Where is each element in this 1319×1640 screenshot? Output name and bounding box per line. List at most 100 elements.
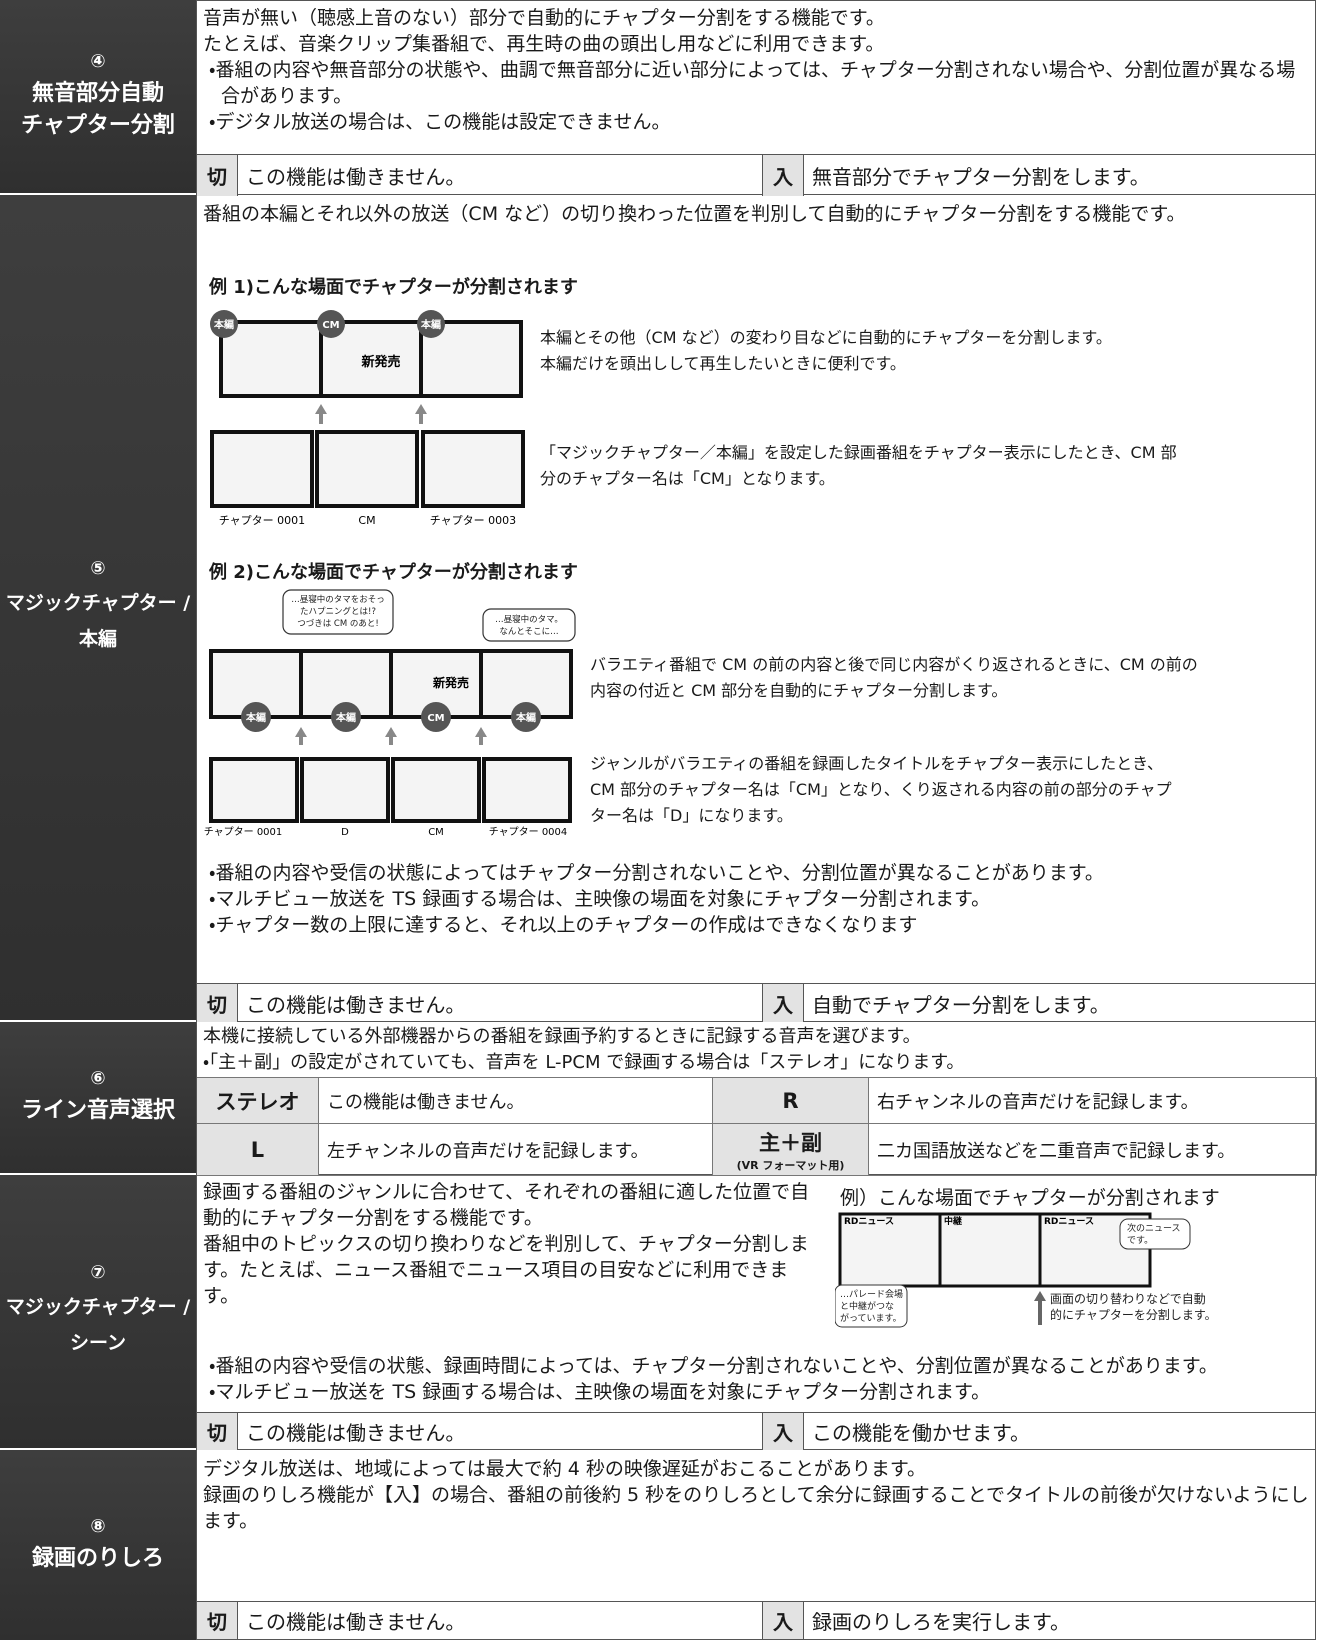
option-text: 左チャンネルの音声だけを記録します。 [319, 1124, 713, 1176]
chapter-caption: CM [358, 514, 375, 527]
option-key: 切 [197, 984, 238, 1022]
speech-bubble: …パレード会場 [840, 1288, 903, 1300]
row-body: 本機に接続している外部機器からの番組を録画予約するときに記録する音声を選びます。… [196, 1022, 1317, 1176]
row-title: マジックチャプター / [5, 1296, 191, 1318]
option-key: L [197, 1124, 319, 1176]
bullet: ・番組の内容や受信の状態、録画時間によっては、チャプター分割されないことや、分割… [209, 1355, 1218, 1377]
row-number: ④ [90, 51, 106, 72]
text-line: 音声が無い（聴感上音のない）部分で自動的にチャプター分割をする機能です。 [203, 7, 885, 29]
speech-bubble: です。 [1127, 1235, 1153, 1246]
text-line: デジタル放送は、地域によっては最大で約 4 秒の映像遅延がおこることがあります。 [203, 1458, 926, 1480]
row-number: ⑦ [90, 1262, 106, 1283]
bullets: ・番組の内容や受信の状態によってはチャプター分割されないことや、分割位置が異なる… [197, 860, 1312, 938]
row-body: 録画する番組のジャンルに合わせて、それぞれの番組に適した位置で自動的にチャプター… [196, 1175, 1316, 1450]
example-text: 「マジックチャプター／本編」を設定した録画番組をチャプター表示にしたとき、CM … [540, 443, 1177, 488]
chapter-caption: CM [428, 827, 444, 838]
bullet: ・デジタル放送の場合は、この機能は設定できません。 [209, 111, 671, 133]
option-row: 切 この機能は働きません。 入 自動でチャプター分割をします。 [197, 983, 1315, 1022]
row-header: ⑥ ライン音声選択 [0, 1022, 196, 1175]
speech-bubble: 次のニュース [1127, 1222, 1181, 1234]
text-line: 番組中のトピックスの切り換わりなどを判別して、チャプター分割します。たとえば、ニ… [203, 1233, 809, 1307]
option-key: 入 [763, 984, 804, 1022]
option-text: この機能は働きません。 [238, 984, 763, 1022]
option-key: 入 [763, 1413, 804, 1450]
speech-bubble: …昼寝中のタマ。 [495, 614, 563, 625]
text-line: 本機に接続している外部機器からの番組を録画予約するときに記録する音声を選びます。 [203, 1026, 921, 1047]
option-text: この機能は働きません。 [238, 1602, 763, 1639]
row-title: 無音部分自動 [31, 81, 164, 106]
option-text: この機能を働かせます。 [812, 1421, 1030, 1445]
row-header: ⑧ 録画のりしろ [0, 1450, 196, 1640]
chapter-caption: チャプター 0001 [204, 826, 283, 838]
row-header: ⑤ マジックチャプター / 本編 [0, 195, 196, 1022]
speech-bubble: …昼寝中のタマをおそっ [291, 594, 385, 605]
option-key: 入 [763, 1602, 804, 1639]
row-body: 音声が無い（聴感上音のない）部分で自動的にチャプター分割をする機能です。 たとえ… [196, 0, 1316, 196]
chapter-caption: チャプター 0003 [430, 514, 516, 527]
row-header: ⑦ マジックチャプター / シーン [0, 1175, 196, 1450]
option-text: 録画のりしろを実行します。 [812, 1610, 1070, 1634]
arrow-note: 画面の切り替わりなどで自動 [1050, 1292, 1206, 1306]
bullets: ・番組の内容や受信の状態、録画時間によっては、チャプター分割されないことや、分割… [197, 1353, 1315, 1405]
option-grid: ステレオ この機能は働きません。 R 右チャンネルの音声だけを記録します。 L … [197, 1077, 1317, 1176]
description: 本機に接続している外部機器からの番組を録画予約するときに記録する音声を選びます。… [197, 1024, 1307, 1076]
badge: CM [427, 713, 444, 724]
speech-bubble: がっています。 [840, 1312, 902, 1324]
bullet: ・「主＋副」の設定がされていても、音声を L-PCM で録画する場合は「ステレオ… [203, 1052, 965, 1073]
example-heading: 例 2)こんな場面でチャプターが分割されます [209, 562, 578, 583]
badge: CM [322, 320, 339, 331]
description: デジタル放送は、地域によっては最大で約 4 秒の映像遅延がおこることがあります。… [197, 1456, 1309, 1534]
option-key: 切 [197, 1602, 238, 1639]
arrow-note: 的にチャプターを分割します。 [1050, 1307, 1217, 1322]
text-line: 録画する番組のジャンルに合わせて、それぞれの番組に適した位置で自動的にチャプター… [203, 1181, 810, 1229]
option-key: 切 [197, 155, 238, 196]
example-illustration: 本編 CM 本編 新発売 チャプター 0001 CM チャプター 0003 [210, 310, 525, 527]
option-text: この機能は働きません。 [238, 1413, 763, 1450]
example-illustration: RDニュース 中継 RDニュース 次のニュース です。 …パレード会場 と中継が… [835, 1212, 1217, 1328]
row-header: ④ 無音部分自動 チャプター分割 [0, 0, 196, 195]
chapter-caption: チャプター 0004 [489, 826, 568, 838]
chapter-caption: D [341, 827, 349, 838]
row-title: マジックチャプター / [5, 592, 191, 614]
option-text: この機能は働きません。 [319, 1078, 713, 1124]
option-text: 二カ国語放送などを二重音声で記録します。 [869, 1124, 1317, 1176]
option-text: 無音部分でチャプター分割をします。 [812, 165, 1150, 189]
row-body: 番組の本編とそれ以外の放送（CM など）の切り換わった位置を判別して自動的にチャ… [196, 195, 1316, 1022]
frame-label: RDニュース [1044, 1216, 1094, 1227]
badge: 本編 [335, 711, 356, 724]
option-text: 右チャンネルの音声だけを記録します。 [869, 1078, 1317, 1124]
row-number: ⑥ [90, 1068, 106, 1089]
bullet: ・マルチビュー放送を TS 録画する場合は、主映像の場面を対象にチャプター分割さ… [209, 888, 991, 910]
option-text: この機能は働きません。 [238, 155, 763, 196]
speech-bubble: なんとそこに… [499, 627, 558, 637]
badge: 本編 [515, 711, 536, 724]
option-key: 入 [763, 155, 804, 196]
option-row: 切 この機能は働きません。 入 無音部分でチャプター分割をします。 [197, 154, 1315, 196]
example-heading: 例）こんな場面でチャプターが分割されます [840, 1187, 1220, 1209]
badge: 本編 [213, 318, 234, 331]
option-key: 主＋副 [759, 1130, 822, 1155]
description: 録画する番組のジャンルに合わせて、それぞれの番組に適した位置で自動的にチャプター… [197, 1179, 812, 1309]
description: 番組の本編とそれ以外の放送（CM など）の切り換わった位置を判別して自動的にチャ… [203, 203, 1186, 225]
row-number: ⑤ [90, 558, 106, 579]
option-row: 切 この機能は働きません。 入 この機能を働かせます。 [197, 1412, 1315, 1450]
badge: 本編 [420, 318, 441, 331]
row-body: デジタル放送は、地域によっては最大で約 4 秒の映像遅延がおこることがあります。… [196, 1450, 1316, 1640]
text-line: 本編だけを頭出しして再生したいときに便利です。 [540, 354, 906, 373]
example-text: 本編とその他（CM など）の変わり目などに自動的にチャプターを分割します。 本編… [540, 325, 1220, 377]
speech-bubble: と中継がつな [840, 1300, 894, 1312]
option-text: 自動でチャプター分割をします。 [812, 992, 1110, 1017]
option-row: 切 この機能は働きません。 入 録画のりしろを実行します。 [197, 1601, 1315, 1639]
frame-label: RDニュース [844, 1216, 894, 1227]
row-number: ⑧ [90, 1515, 106, 1537]
text-line: たとえば、音楽クリップ集番組で、再生時の曲の頭出し用などに利用できます。 [203, 33, 885, 55]
row-title: シーン [69, 1332, 127, 1354]
example-text: バラエティ番組で CM の前の内容と後で同じ内容がくり返されるときに、CM の前… [590, 655, 1198, 700]
description: 音声が無い（聴感上音のない）部分で自動的にチャプター分割をする機能です。 たとえ… [197, 5, 1312, 135]
frame-label: 新発売 [360, 354, 400, 370]
bullet: ・番組の内容や無音部分の状態や、曲調で無音部分に近い部分によっては、チャプター分… [209, 59, 1296, 107]
example-text: ジャンルがバラエティの番組を録画したタイトルをチャプター表示にしたとき、CM 部… [590, 754, 1172, 825]
bullet: ・チャプター数の上限に達すると、それ以上のチャプターの作成はできなくなります [209, 914, 918, 936]
text-line: 録画のりしろ機能が【入】の場合、番組の前後約 5 秒をのりしろとして余分に録画す… [203, 1484, 1309, 1532]
